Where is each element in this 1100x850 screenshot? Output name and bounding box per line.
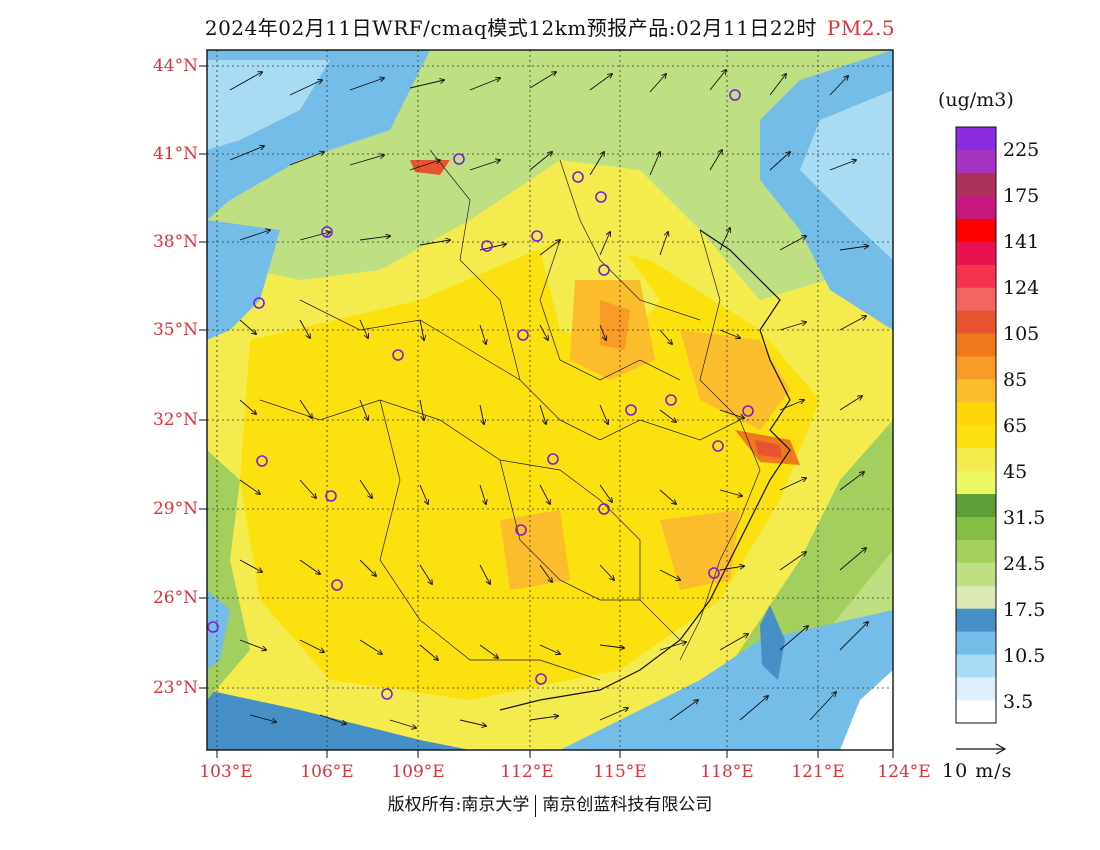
lon-label-106e: 106°E bbox=[300, 762, 354, 782]
city-markers bbox=[207, 89, 754, 700]
lon-label-121e: 121°E bbox=[791, 762, 845, 782]
lat-label-26n: 26°N bbox=[152, 588, 198, 608]
lon-label-112e: 112°E bbox=[500, 762, 554, 782]
legend-label: 124 bbox=[1003, 277, 1040, 299]
legend-swatch bbox=[956, 470, 996, 495]
lat-label-38n: 38°N bbox=[152, 232, 198, 252]
legend-label: 85 bbox=[1003, 369, 1028, 391]
wind-scale-arrow bbox=[956, 743, 1007, 755]
company-text: 南京创蓝科技有限公司 bbox=[542, 795, 713, 815]
legend-label: 31.5 bbox=[1003, 507, 1046, 529]
legend-swatch bbox=[956, 379, 996, 403]
legend-swatch bbox=[956, 264, 996, 288]
lon-label-103e: 103°E bbox=[199, 762, 253, 782]
legend-label: 105 bbox=[1003, 323, 1040, 345]
color-legend-bar bbox=[955, 126, 997, 724]
legend-swatch bbox=[956, 287, 996, 311]
legend-swatch bbox=[956, 539, 996, 563]
legend-label: 45 bbox=[1003, 461, 1028, 483]
legend-swatch bbox=[956, 149, 996, 174]
legend-swatch bbox=[956, 493, 996, 517]
map-frame bbox=[206, 49, 894, 751]
legend-swatch bbox=[956, 127, 996, 151]
lon-label-118e: 118°E bbox=[700, 762, 754, 782]
pm25-field bbox=[207, 50, 893, 750]
lat-label-35n: 35°N bbox=[152, 320, 198, 340]
legend-label: 225 bbox=[1003, 139, 1040, 161]
wind-scale-label: 10 m/s bbox=[942, 760, 1013, 782]
legend-label: 141 bbox=[1003, 231, 1040, 253]
legend-swatch bbox=[956, 333, 996, 357]
map-title: 2024年02月11日WRF/cmaq模式12km预报产品:02月11日22时 P… bbox=[0, 12, 1100, 41]
lat-label-41n: 41°N bbox=[152, 144, 198, 164]
legend-swatch bbox=[956, 356, 996, 380]
legend-label: 10.5 bbox=[1003, 645, 1046, 667]
legend-unit: (ug/m3) bbox=[938, 89, 1014, 111]
legend-label: 24.5 bbox=[1003, 553, 1046, 575]
lat-label-32n: 32°N bbox=[152, 410, 198, 430]
legend-swatch bbox=[956, 562, 996, 586]
legend-label: 65 bbox=[1003, 415, 1028, 437]
legend-label: 3.5 bbox=[1003, 691, 1034, 713]
legend-swatch bbox=[956, 241, 996, 265]
legend-swatch bbox=[956, 425, 996, 449]
pollutant-label: PM2.5 bbox=[826, 16, 896, 40]
legend-swatch bbox=[956, 218, 996, 242]
legend-swatch bbox=[956, 447, 996, 472]
legend-swatch bbox=[956, 677, 996, 701]
legend-swatch bbox=[956, 516, 996, 540]
legend-swatch bbox=[956, 700, 996, 724]
copyright-text: 版权所有:南京大学 bbox=[387, 795, 530, 815]
lat-label-29n: 29°N bbox=[152, 499, 198, 519]
legend-swatch bbox=[956, 631, 996, 655]
lat-label-44n: 44°N bbox=[152, 56, 198, 76]
legend-swatch bbox=[956, 608, 996, 632]
legend-swatch bbox=[956, 195, 996, 219]
title-text: 2024年02月11日WRF/cmaq模式12km预报产品:02月11日22时 bbox=[204, 16, 817, 40]
legend-label: 17.5 bbox=[1003, 599, 1046, 621]
lon-label-115e: 115°E bbox=[593, 762, 647, 782]
legend-frame bbox=[955, 126, 997, 724]
lon-label-124e: 124°E bbox=[877, 762, 931, 782]
wind-vectors bbox=[229, 70, 868, 728]
lon-label-109e: 109°E bbox=[391, 762, 445, 782]
legend-label: 175 bbox=[1003, 185, 1040, 207]
lat-label-23n: 23°N bbox=[152, 678, 198, 698]
legend-swatch bbox=[956, 585, 996, 609]
legend-swatch bbox=[956, 172, 996, 197]
footer-divider bbox=[535, 794, 537, 817]
footer-credits: 版权所有:南京大学 南京创蓝科技有限公司 bbox=[0, 790, 1100, 817]
legend-swatch bbox=[956, 402, 996, 426]
legend-swatch bbox=[956, 310, 996, 334]
legend-swatch bbox=[956, 654, 996, 678]
